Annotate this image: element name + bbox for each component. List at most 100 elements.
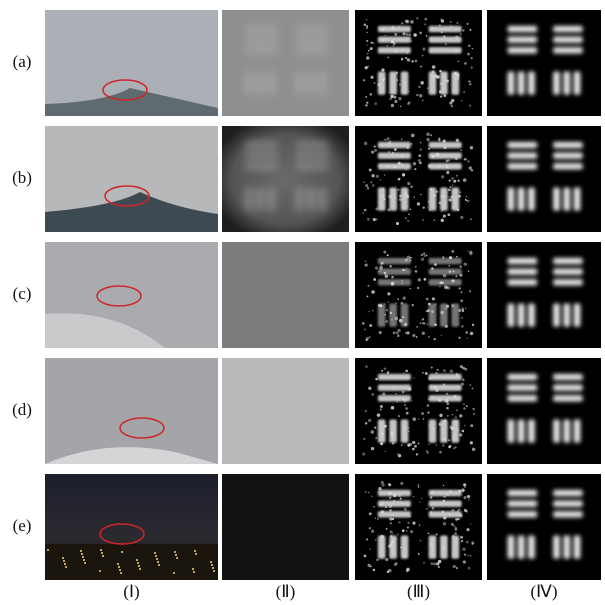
speckle: [379, 271, 380, 272]
bar-h: [553, 153, 583, 159]
speckle: [383, 251, 386, 254]
speckle: [430, 134, 432, 136]
speckle: [420, 323, 421, 324]
speckle: [442, 547, 444, 549]
speckle: [408, 213, 410, 215]
bar-v: [553, 71, 560, 94]
speckle: [460, 150, 461, 151]
speckle: [444, 95, 446, 97]
bar-v: [508, 303, 515, 326]
speckle: [464, 553, 466, 555]
bar-h: [553, 258, 583, 264]
speckle: [420, 540, 422, 542]
speckle: [389, 265, 391, 267]
bar-v: [245, 187, 253, 210]
light: [137, 562, 139, 564]
speckle: [381, 370, 383, 372]
speckle: [427, 412, 429, 414]
speckle: [459, 337, 461, 339]
speckle: [410, 40, 412, 42]
speckle: [428, 336, 430, 338]
speckle: [439, 24, 441, 26]
speckle: [398, 329, 401, 332]
bar-h: [296, 26, 329, 32]
bar-v: [553, 303, 560, 326]
bar-v: [553, 535, 560, 558]
speckle: [441, 281, 443, 283]
bar-h: [429, 269, 462, 275]
speckle: [405, 20, 408, 23]
speckle: [363, 181, 365, 183]
speckle: [460, 33, 462, 35]
bar-v: [574, 187, 581, 210]
speckle: [380, 179, 382, 181]
speckle: [439, 70, 441, 72]
speckle: [455, 50, 457, 52]
bar-h: [508, 501, 538, 507]
speckle: [463, 91, 464, 92]
speckle: [394, 33, 397, 36]
speckle: [436, 191, 438, 193]
speckle: [432, 65, 436, 69]
row-label: (d): [12, 400, 32, 419]
speckle: [418, 159, 421, 162]
speckle: [436, 534, 438, 536]
speckle: [366, 102, 368, 104]
bar-h: [429, 501, 462, 507]
speckle: [365, 491, 367, 493]
speckle: [445, 196, 446, 197]
speckle: [382, 392, 385, 395]
light: [156, 558, 158, 560]
speckle: [368, 50, 370, 52]
speckle: [449, 256, 452, 259]
bar-h: [508, 47, 538, 53]
speckle: [420, 142, 422, 144]
speckle: [456, 22, 458, 24]
speckle: [418, 418, 420, 420]
speckle: [365, 422, 368, 425]
speckle: [368, 311, 370, 313]
raw-image: [222, 10, 349, 116]
speckle: [407, 220, 409, 222]
light: [62, 557, 64, 559]
speckle: [381, 263, 383, 265]
speckle: [471, 541, 474, 544]
speckle: [419, 32, 421, 34]
bar-v: [296, 71, 304, 94]
speckle: [466, 528, 469, 531]
speckle: [442, 256, 444, 258]
speckle: [417, 202, 420, 205]
light: [138, 565, 140, 567]
speckle: [459, 274, 462, 277]
speckle: [417, 484, 419, 486]
speckle: [443, 485, 444, 486]
speckle: [405, 407, 407, 409]
speckle: [430, 496, 433, 499]
speckle: [407, 147, 409, 149]
speckle: [453, 180, 456, 183]
speckle: [422, 48, 425, 51]
speckle: [370, 566, 372, 568]
speckle: [394, 100, 397, 103]
bar-v: [256, 187, 264, 210]
reconstruction-b: [487, 474, 601, 580]
speckle: [369, 324, 372, 327]
speckle: [379, 331, 382, 334]
speckle: [422, 55, 423, 56]
speckle: [405, 217, 407, 219]
speckle: [439, 202, 442, 205]
speckle: [410, 530, 413, 533]
speckle: [451, 509, 454, 512]
bar-v: [563, 419, 570, 442]
speckle: [400, 498, 402, 500]
speckle: [468, 80, 470, 82]
bar-h: [245, 153, 278, 159]
bar-v: [518, 71, 525, 94]
speckle: [401, 155, 404, 158]
speckle: [463, 483, 466, 486]
speckle: [406, 568, 410, 572]
speckle: [448, 196, 449, 197]
speckle: [466, 196, 467, 197]
speckle: [422, 219, 424, 221]
speckle: [407, 445, 409, 447]
